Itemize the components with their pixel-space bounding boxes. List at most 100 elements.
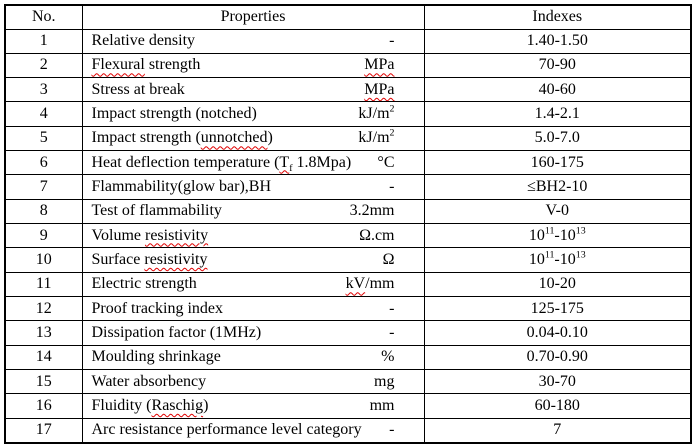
index-value: 1011-1013 (423, 247, 692, 273)
column-header-no: No. (4, 4, 83, 30)
row-number: 2 (4, 52, 83, 79)
property-name: Stress at break (91, 80, 185, 98)
row-number: 12 (4, 295, 83, 322)
index-value: 1.40-1.50 (423, 28, 692, 54)
property-cell: Proof tracking index - (81, 295, 425, 322)
property-unit: - (389, 32, 395, 50)
property-cell: Moulding shrinkage% (81, 344, 425, 370)
row-number: 14 (4, 344, 83, 370)
table-header: No. Properties Indexes (4, 4, 692, 30)
property-unit: °C (377, 153, 395, 171)
index-value: 1.4-2.1 (423, 101, 692, 127)
property-name: Dissipation factor (1MHz) (91, 323, 262, 341)
index-value: 0.04-0.10 (423, 320, 692, 346)
table-row: 7 Flammability(glow bar),BH - ≤BH2-10 (4, 174, 692, 200)
row-number: 4 (4, 101, 83, 127)
table-row: 16 Fluidity (Raschig) mm 60-180 (4, 393, 692, 419)
property-unit: - (389, 178, 395, 196)
row-number: 3 (4, 77, 83, 103)
column-header-indexes: Indexes (423, 4, 692, 30)
property-unit: MPa (364, 56, 395, 74)
property-unit: mg (374, 372, 395, 390)
property-unit: - (389, 323, 395, 341)
table-row: 3 Stress at break MPa 40-60 (4, 77, 692, 103)
index-value: 160-175 (423, 150, 692, 176)
row-number: 9 (4, 222, 83, 249)
row-number: 11 (4, 271, 83, 297)
property-name: Water absorbency (91, 372, 207, 390)
index-value: 60-180 (423, 393, 692, 419)
property-cell: Arc resistance performance level categor… (81, 417, 425, 444)
property-name: Heat deflection temperature (Tf 1.8Mpa) (91, 153, 352, 174)
table-row: 11 Electric strength kV/mm 10-20 (4, 271, 692, 297)
table-row: 12 Proof tracking index - 125-175 (4, 295, 692, 322)
index-value: 40-60 (423, 77, 692, 103)
property-name: Impact strength (unnotched) (91, 129, 273, 147)
property-unit: kJ/m2 (358, 103, 395, 123)
property-name: Electric strength (91, 275, 197, 293)
property-cell: Water absorbency mg (81, 368, 425, 395)
property-cell: Electric strength kV/mm (81, 271, 425, 297)
index-value: 10-20 (423, 271, 692, 297)
material-properties-table: No. Properties Indexes 1 Relative density… (4, 4, 692, 444)
property-unit: MPa (364, 80, 395, 98)
property-name: Flammability(glow bar),BH (91, 178, 272, 196)
table-row: 10 Surface resistivity Ω 1011-1013 (4, 247, 692, 273)
property-unit: mm (369, 396, 395, 414)
property-cell: Impact strength (unnotched) kJ/m2 (81, 125, 425, 152)
header-row: No. Properties Indexes (4, 4, 692, 30)
property-unit: 3.2mm (349, 202, 395, 220)
property-cell: Heat deflection temperature (Tf 1.8Mpa) °… (81, 150, 425, 176)
row-number: 8 (4, 198, 83, 225)
table-row: 13 Dissipation factor (1MHz) - 0.04-0.10 (4, 320, 692, 346)
property-name: Flexural strength (91, 56, 201, 74)
properties-table-body: 1 Relative density - 1.40-1.50 2 Flexural str… (4, 28, 692, 444)
table-row: 14 Moulding shrinkage% 0.70-0.90 (4, 344, 692, 370)
row-number: 17 (4, 417, 83, 444)
property-cell: Dissipation factor (1MHz) - (81, 320, 425, 346)
property-cell: Test of flammability 3.2mm (81, 198, 425, 225)
property-cell: Flammability(glow bar),BH - (81, 174, 425, 200)
column-header-properties: Properties (81, 4, 425, 30)
property-unit: kV/mm (345, 275, 395, 293)
index-value: 125-175 (423, 295, 692, 322)
row-number: 6 (4, 150, 83, 176)
property-name: Surface resistivity (91, 250, 208, 268)
index-value: V-0 (423, 198, 692, 225)
row-number: 5 (4, 125, 83, 152)
property-unit: Ω.cm (359, 226, 395, 244)
index-value: 7 (423, 417, 692, 444)
row-number: 16 (4, 393, 83, 419)
property-unit: kJ/m2 (358, 128, 395, 147)
index-value: ≤BH2-10 (423, 174, 692, 200)
table-row: 8 Test of flammability 3.2mm V-0 (4, 198, 692, 225)
property-unit: - (389, 421, 395, 439)
row-number: 7 (4, 174, 83, 200)
property-name: Proof tracking index (91, 299, 224, 317)
property-unit: Ω (382, 250, 395, 268)
row-number: 1 (4, 28, 83, 54)
property-cell: Surface resistivity Ω (81, 247, 425, 273)
table-row: 9 Volume resistivity Ω.cm 1011-1013 (4, 222, 692, 249)
property-name: Relative density (91, 32, 196, 50)
table-row: 4 Impact strength (notched) kJ/m2 1.4-2.1 (4, 101, 692, 127)
property-name: Test of flammability (91, 202, 222, 220)
property-cell: Relative density - (81, 28, 425, 54)
property-cell: Stress at break MPa (81, 77, 425, 103)
row-number: 15 (4, 368, 83, 395)
property-unit: - (389, 299, 395, 317)
property-name: Impact strength (notched) (91, 105, 257, 123)
table-row: 1 Relative density - 1.40-1.50 (4, 28, 692, 54)
index-value: 5.0-7.0 (423, 125, 692, 152)
index-value: 70-90 (423, 52, 692, 79)
index-value: 0.70-0.90 (423, 344, 692, 370)
table-row: 15 Water absorbency mg 30-70 (4, 368, 692, 395)
property-unit: % (381, 348, 395, 366)
property-name: Fluidity (Raschig) (91, 396, 209, 414)
property-name: Moulding shrinkage (91, 348, 221, 366)
property-name: Volume resistivity (91, 226, 209, 244)
table-row: 17 Arc resistance performance level categ… (4, 417, 692, 444)
property-cell: Fluidity (Raschig) mm (81, 393, 425, 419)
index-value: 1011-1013 (423, 222, 692, 249)
table-row: 5 Impact strength (unnotched) kJ/m2 5.0-7.0 (4, 125, 692, 152)
